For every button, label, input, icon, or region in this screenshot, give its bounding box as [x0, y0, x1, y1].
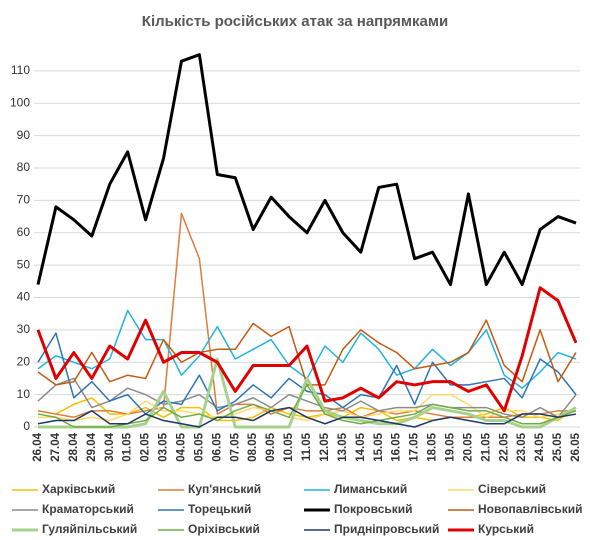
legend-label: Торецький — [188, 502, 251, 516]
x-tick-label: 25.05 — [552, 432, 564, 461]
x-tick-label: 23.05 — [516, 432, 528, 461]
x-tick-label: 01.05 — [122, 432, 134, 461]
legend-label: Оріхівський — [188, 522, 260, 536]
x-tick-label: 03.05 — [158, 432, 170, 461]
legend-label: Придніпровський — [334, 522, 439, 536]
legend-label: Новопавлівський — [478, 502, 583, 516]
series-line — [38, 357, 577, 429]
legend-label: Краматорський — [42, 502, 134, 516]
x-tick-label: 29.04 — [86, 432, 98, 461]
series-line — [36, 286, 578, 413]
x-tick-label: 17.05 — [409, 432, 421, 461]
series-line — [38, 393, 577, 422]
y-tick-label: 60 — [17, 225, 31, 239]
x-tick-label: 14.05 — [355, 432, 367, 461]
y-tick-label: 70 — [17, 193, 31, 207]
x-tick-label: 21.05 — [480, 432, 492, 461]
series-line — [36, 53, 577, 287]
x-tick-label: 26.05 — [570, 432, 582, 461]
x-tick-label: 28.04 — [68, 432, 80, 461]
x-tick-label: 06.05 — [211, 432, 223, 461]
x-tick-label: 05.05 — [193, 432, 205, 461]
x-tick-label: 22.05 — [498, 432, 510, 461]
y-tick-label: 50 — [17, 257, 31, 271]
x-tick-label: 13.05 — [337, 432, 349, 461]
y-tick-label: 80 — [17, 160, 31, 174]
x-tick-label: 30.04 — [104, 432, 116, 461]
legend-label: Покровський — [334, 502, 413, 516]
x-tick-label: 27.04 — [50, 432, 62, 461]
x-tick-label: 26.04 — [32, 432, 44, 461]
x-tick-label: 07.05 — [229, 432, 241, 461]
legend-label: Куп'янський — [188, 482, 261, 496]
x-tick-label: 19.05 — [444, 432, 456, 461]
y-tick-label: 0 — [23, 419, 30, 433]
chart-title: Кількість російських атак за напрямками — [142, 13, 448, 30]
x-tick-label: 18.05 — [427, 432, 439, 461]
y-tick-label: 20 — [17, 354, 31, 368]
y-tick-label: 40 — [17, 290, 31, 304]
x-tick-label: 20.05 — [462, 432, 474, 461]
x-tick-label: 08.05 — [247, 432, 259, 461]
y-tick-label: 110 — [11, 63, 30, 77]
x-tick-label: 10.05 — [283, 432, 295, 461]
x-tick-label: 12.05 — [319, 432, 331, 461]
x-tick-label: 04.05 — [175, 432, 187, 461]
x-tick-label: 02.05 — [140, 432, 152, 461]
x-tick-label: 11.05 — [301, 432, 313, 461]
series-line — [37, 377, 577, 419]
legend-label: Харківський — [42, 482, 115, 496]
legend-label: Курський — [478, 522, 534, 536]
series-line — [37, 332, 577, 415]
y-tick-label: 90 — [17, 128, 31, 142]
x-tick-label: 15.05 — [373, 432, 385, 461]
x-tick-label: 16.05 — [391, 432, 403, 461]
y-tick-label: 30 — [17, 322, 31, 336]
series-line — [37, 406, 577, 428]
series-line — [37, 212, 576, 419]
y-tick-label: 100 — [10, 95, 30, 109]
legend-label: Гуляйпільський — [42, 522, 137, 536]
x-tick-label: 24.05 — [534, 432, 546, 461]
x-tick-label: 09.05 — [265, 432, 277, 461]
legend-label: Лиманський — [334, 482, 407, 496]
legend-label: Сіверський — [478, 482, 546, 496]
y-tick-label: 10 — [17, 387, 31, 401]
